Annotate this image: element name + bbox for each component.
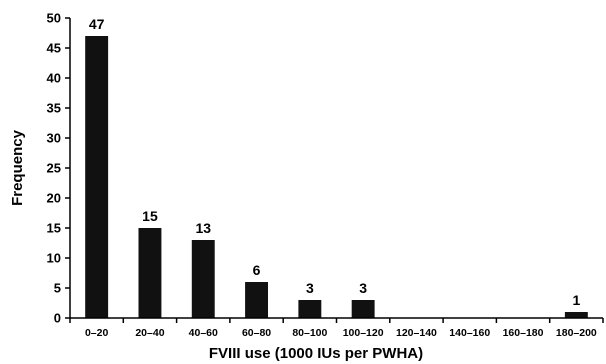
x-tick-label: 120–140 [396, 327, 437, 339]
x-tick-label: 0–20 [85, 327, 109, 339]
x-tick-label: 140–160 [449, 327, 490, 339]
y-tick-label: 50 [47, 11, 61, 26]
data-label: 47 [89, 16, 105, 32]
x-axis-title: FVIII use (1000 IUs per PWHA) [209, 345, 423, 362]
y-axis-ticks: 0 5 10 15 20 25 30 35 40 45 50 [47, 11, 70, 326]
y-tick-label: 10 [47, 251, 61, 266]
x-tick-label: 160–180 [503, 327, 544, 339]
x-tick-label: 40–60 [189, 327, 218, 339]
y-tick-label: 5 [54, 281, 61, 296]
data-label: 3 [306, 280, 314, 296]
x-tick-label: 180–200 [556, 327, 597, 339]
y-tick-label: 40 [47, 71, 61, 86]
data-label: 3 [359, 280, 367, 296]
y-tick-label: 25 [47, 161, 61, 176]
data-label: 13 [195, 220, 211, 236]
bar [191, 240, 215, 318]
y-tick-label: 20 [47, 191, 61, 206]
bar [245, 282, 269, 318]
x-tick-label: 80–100 [292, 327, 327, 339]
data-labels: 47 15 13 6 3 3 1 [89, 16, 581, 308]
bar [298, 300, 322, 318]
bars [85, 36, 588, 318]
bar [564, 312, 588, 318]
data-label: 1 [572, 292, 580, 308]
x-tick-label: 20–40 [135, 327, 164, 339]
data-label: 15 [142, 208, 158, 224]
y-tick-label: 15 [47, 221, 61, 236]
y-tick-label: 45 [47, 41, 61, 56]
x-tick-label: 100–120 [343, 327, 384, 339]
y-tick-label: 35 [47, 101, 61, 116]
y-tick-label: 30 [47, 131, 61, 146]
x-axis-ticks: 0–20 20–40 40–60 60–80 80–100 100–120 120–140 1… [69, 318, 604, 339]
x-tick-label: 60–80 [242, 327, 271, 339]
y-tick-label: 0 [54, 311, 61, 326]
bar [85, 36, 109, 318]
bar [138, 228, 162, 318]
y-axis-title: Frequency [9, 129, 26, 206]
bar [351, 300, 375, 318]
data-label: 6 [253, 262, 261, 278]
